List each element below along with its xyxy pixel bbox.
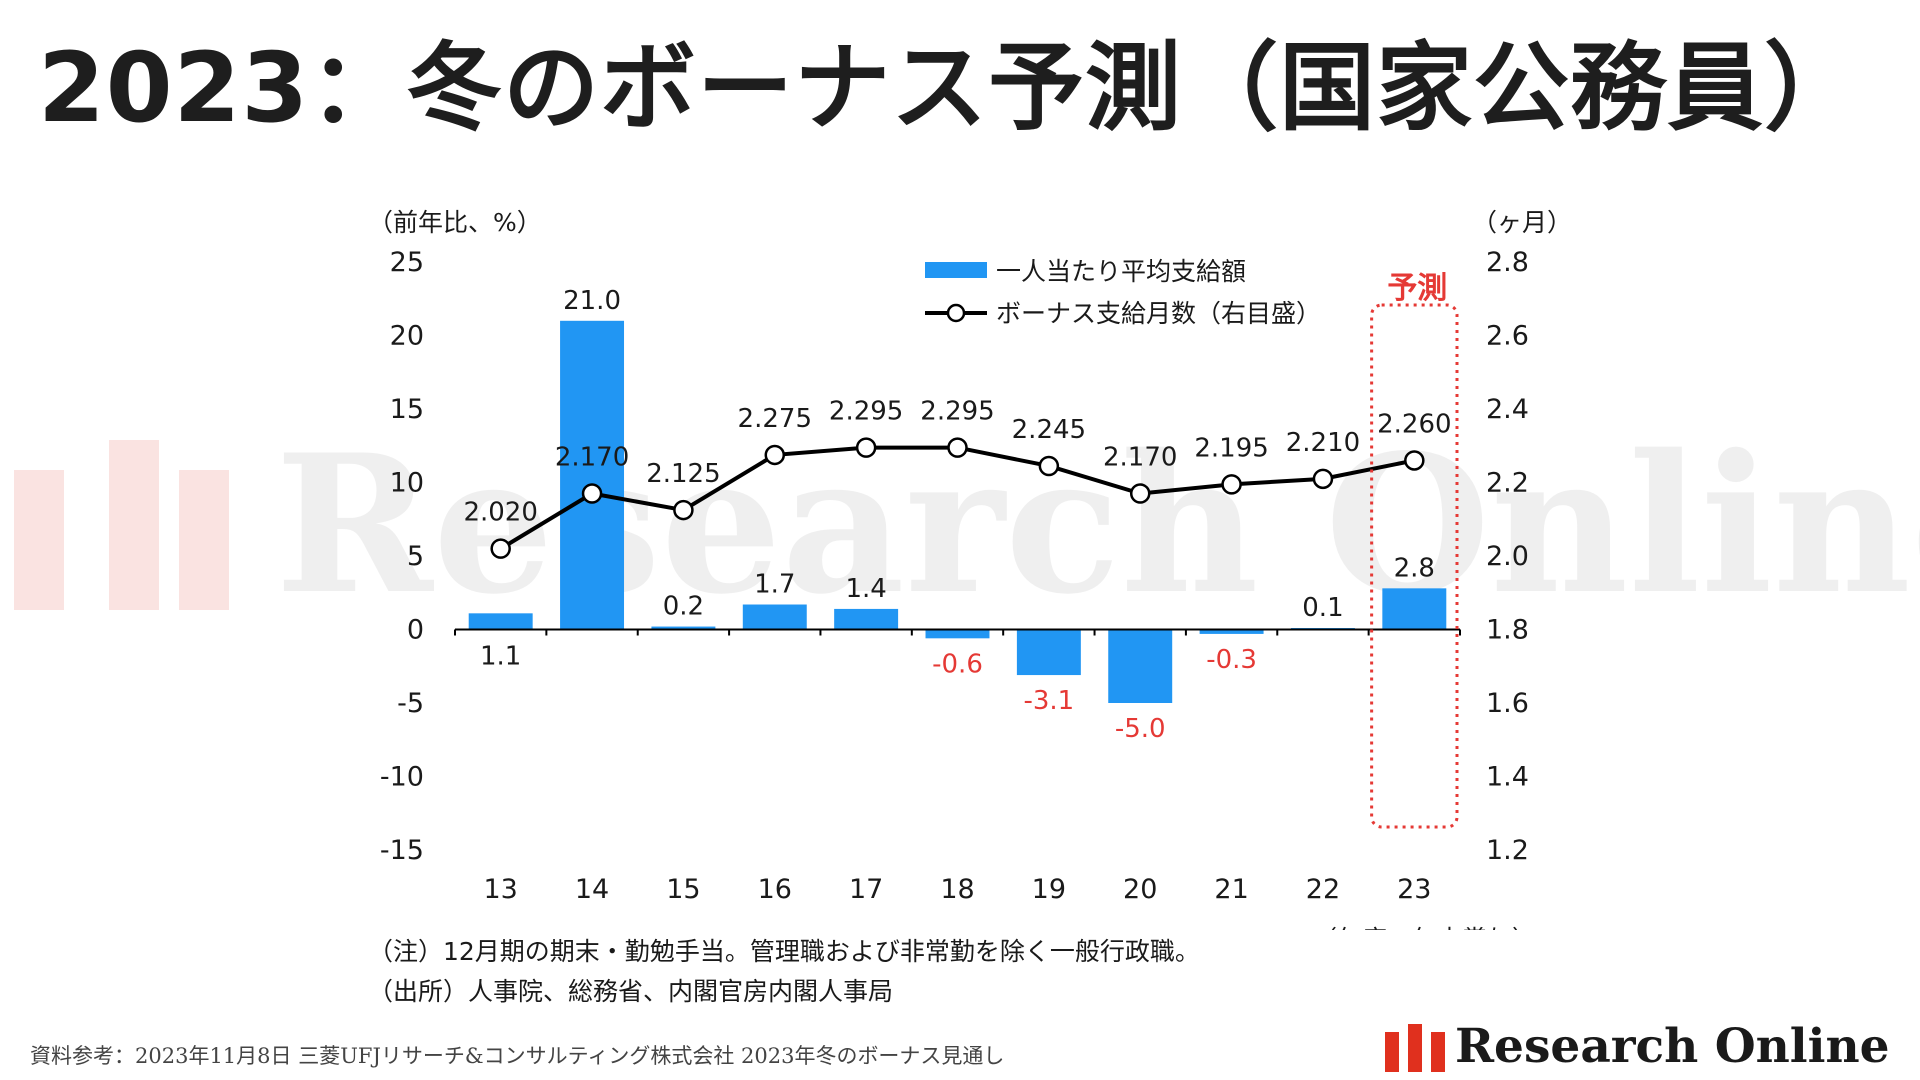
line-data-label: 2.275	[738, 404, 812, 434]
line-data-label: 2.295	[829, 397, 903, 427]
line-point	[581, 483, 603, 504]
line-data-label: 2.170	[1103, 443, 1177, 473]
y-left-tick-label: 15	[390, 394, 424, 425]
bar-data-label: 0.1	[1302, 593, 1343, 623]
bar	[468, 613, 533, 630]
y-left-tick-label: 0	[407, 615, 424, 646]
y-left-tick-label: -10	[380, 762, 424, 793]
bar	[1382, 588, 1447, 630]
bar-data-label: -0.3	[1206, 645, 1257, 675]
y-right-tick-label: 2.8	[1486, 247, 1529, 278]
source-citation: 資料参考：2023年11月8日 三菱UFJリサーチ&コンサルティング株式会社 2…	[30, 1044, 1005, 1068]
y-left-tick-label: -15	[380, 835, 424, 866]
y-right-tick-label: 2.6	[1486, 321, 1529, 352]
bar-data-label: -0.6	[932, 649, 983, 679]
line-data-label: 2.260	[1377, 409, 1451, 439]
bar-data-label: 2.8	[1394, 553, 1435, 583]
line-data-label: 2.245	[1012, 415, 1086, 445]
bar	[1108, 629, 1173, 703]
x-tick-label: 23	[1397, 874, 1431, 905]
line-point	[764, 444, 786, 466]
line-data-label: 2.210	[1286, 428, 1360, 458]
brand-logo-icon	[1385, 1024, 1445, 1072]
x-tick-label: 17	[849, 874, 883, 905]
bar-data-label: 0.2	[663, 592, 704, 622]
y-left-tick-label: 5	[407, 541, 424, 572]
y-left-tick-label: 20	[390, 321, 424, 352]
bar-data-label: 1.1	[480, 642, 521, 672]
bar-data-label: 1.4	[845, 574, 886, 604]
y-right-tick-label: 2.4	[1486, 394, 1529, 425]
y-left-axis-title: （前年比、%）	[368, 208, 542, 237]
line-point	[1129, 483, 1151, 504]
y-right-tick-label: 1.6	[1486, 688, 1529, 719]
line-point	[855, 437, 877, 458]
legend-label-line: ボーナス支給月数（右目盛）	[996, 299, 1321, 328]
brand-name: Research Online	[1455, 1019, 1890, 1074]
chart-notes: （注）12月期の期末・勤勉手当。管理職および非常勤を除く一般行政職。 （出所）人…	[368, 932, 1200, 1012]
x-tick-label: 22	[1306, 874, 1340, 905]
y-right-tick-label: 2.2	[1486, 468, 1529, 499]
y-right-tick-label: 2.0	[1486, 541, 1529, 572]
bar	[560, 320, 625, 630]
series-line	[499, 445, 1415, 551]
note-line-2: （出所）人事院、総務省、内閣官房内閣人事局	[368, 977, 894, 1006]
bonus-chart: （前年比、%） （ヶ月） （年度、年末賞与） 25 20 15 10 5 0 -5 -10 -15 2.…	[368, 208, 1572, 930]
bar-data-label: 21.0	[563, 286, 621, 316]
legend-label-bar: 一人当たり平均支給額	[996, 257, 1246, 286]
note-line-1: （注）12月期の期末・勤勉手当。管理職および非常勤を除く一般行政職。	[368, 937, 1200, 966]
bar	[742, 604, 807, 630]
line-point	[1404, 450, 1425, 471]
legend-swatch-bar	[925, 262, 987, 278]
x-axis-title: （年度、年末賞与）	[1312, 925, 1537, 930]
x-tick-label: 16	[758, 874, 792, 905]
x-tick-label: 20	[1123, 874, 1157, 905]
x-tick-label: 21	[1214, 874, 1248, 905]
bar	[1199, 629, 1264, 634]
y-right-axis-title: （ヶ月）	[1472, 208, 1572, 237]
y-left-tick-label: 25	[390, 247, 424, 278]
x-tick-label: 18	[940, 874, 974, 905]
x-tick-label: 13	[484, 874, 518, 905]
bar-data-label: -3.1	[1023, 686, 1074, 716]
forecast-box	[1370, 303, 1459, 829]
line-point	[673, 499, 694, 521]
bar	[834, 608, 899, 630]
x-tick-label: 19	[1032, 874, 1066, 905]
bar-data-label: 1.7	[754, 570, 795, 600]
page-title: 2023：冬のボーナス予測（国家公務員）	[38, 32, 1862, 144]
y-right-tick-label: 1.8	[1486, 615, 1529, 646]
x-tick-label: 14	[575, 874, 609, 905]
line-point	[1312, 468, 1334, 490]
bar	[925, 629, 990, 639]
y-right-tick-label: 1.2	[1486, 835, 1529, 866]
line-point	[1221, 474, 1242, 495]
line-data-label: 2.170	[555, 443, 629, 473]
bar	[1016, 629, 1081, 676]
line-data-label: 2.125	[646, 459, 720, 489]
y-right-tick-label: 1.4	[1486, 762, 1529, 793]
forecast-label: 予測	[1387, 271, 1447, 306]
line-point	[1038, 455, 1060, 477]
bar	[651, 626, 716, 630]
line-data-label: 2.295	[920, 397, 994, 427]
legend-swatch-marker	[946, 303, 966, 323]
y-left-tick-label: 10	[390, 468, 424, 499]
line-point	[490, 538, 511, 559]
y-left-tick-label: -5	[397, 688, 424, 719]
bar-data-label: -5.0	[1115, 714, 1166, 744]
line-data-label: 2.195	[1194, 433, 1268, 463]
x-tick-label: 15	[666, 874, 700, 905]
line-data-label: 2.020	[463, 498, 537, 528]
line-point	[947, 437, 968, 458]
